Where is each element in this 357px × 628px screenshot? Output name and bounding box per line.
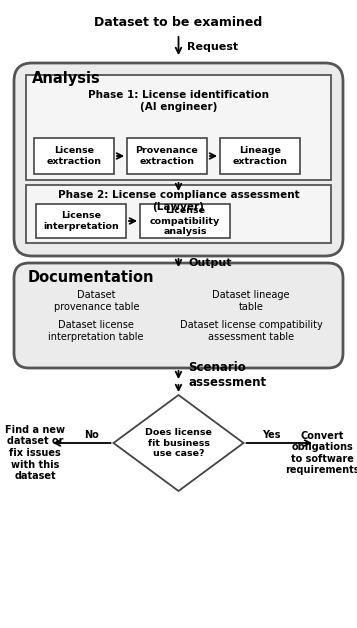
Polygon shape (114, 395, 243, 491)
Text: Phase 1: License identification
(AI engineer): Phase 1: License identification (AI engi… (88, 90, 269, 112)
Text: No: No (84, 430, 99, 440)
Text: Convert
obligations
to software
requirements: Convert obligations to software requirem… (285, 431, 357, 475)
Text: Find a new
dataset or
fix issues
with this
dataset: Find a new dataset or fix issues with th… (5, 425, 65, 481)
Text: Dataset to be examined: Dataset to be examined (94, 16, 263, 30)
Text: Dataset license
interpretation table: Dataset license interpretation table (49, 320, 144, 342)
Text: Does license
fit business
use case?: Does license fit business use case? (145, 428, 212, 458)
FancyBboxPatch shape (14, 263, 343, 368)
Text: Request: Request (186, 42, 238, 52)
Text: Lineage
extraction: Lineage extraction (232, 146, 287, 166)
Text: License
interpretation: License interpretation (43, 211, 119, 230)
Text: Provenance
extraction: Provenance extraction (136, 146, 198, 166)
Text: Dataset
provenance table: Dataset provenance table (54, 290, 139, 311)
Bar (220, 138, 300, 174)
Text: Dataset license compatibility
assessment table: Dataset license compatibility assessment… (180, 320, 322, 342)
Text: Analysis: Analysis (32, 72, 101, 87)
Text: License
extraction: License extraction (46, 146, 101, 166)
FancyBboxPatch shape (14, 63, 343, 256)
Text: Scenario
assessment: Scenario assessment (188, 361, 267, 389)
Text: Dataset lineage
table: Dataset lineage table (212, 290, 290, 311)
Bar (36, 204, 126, 238)
Bar (127, 138, 207, 174)
Text: Output: Output (188, 258, 232, 268)
Text: Yes: Yes (262, 430, 281, 440)
Bar (140, 204, 230, 238)
Text: Documentation: Documentation (28, 269, 155, 284)
Text: Phase 2: License compliance assessment
(Lawyer): Phase 2: License compliance assessment (… (58, 190, 299, 212)
Bar (34, 138, 114, 174)
Bar (26, 185, 331, 243)
Bar (26, 75, 331, 180)
Text: License
compatibility
analysis: License compatibility analysis (150, 206, 220, 236)
